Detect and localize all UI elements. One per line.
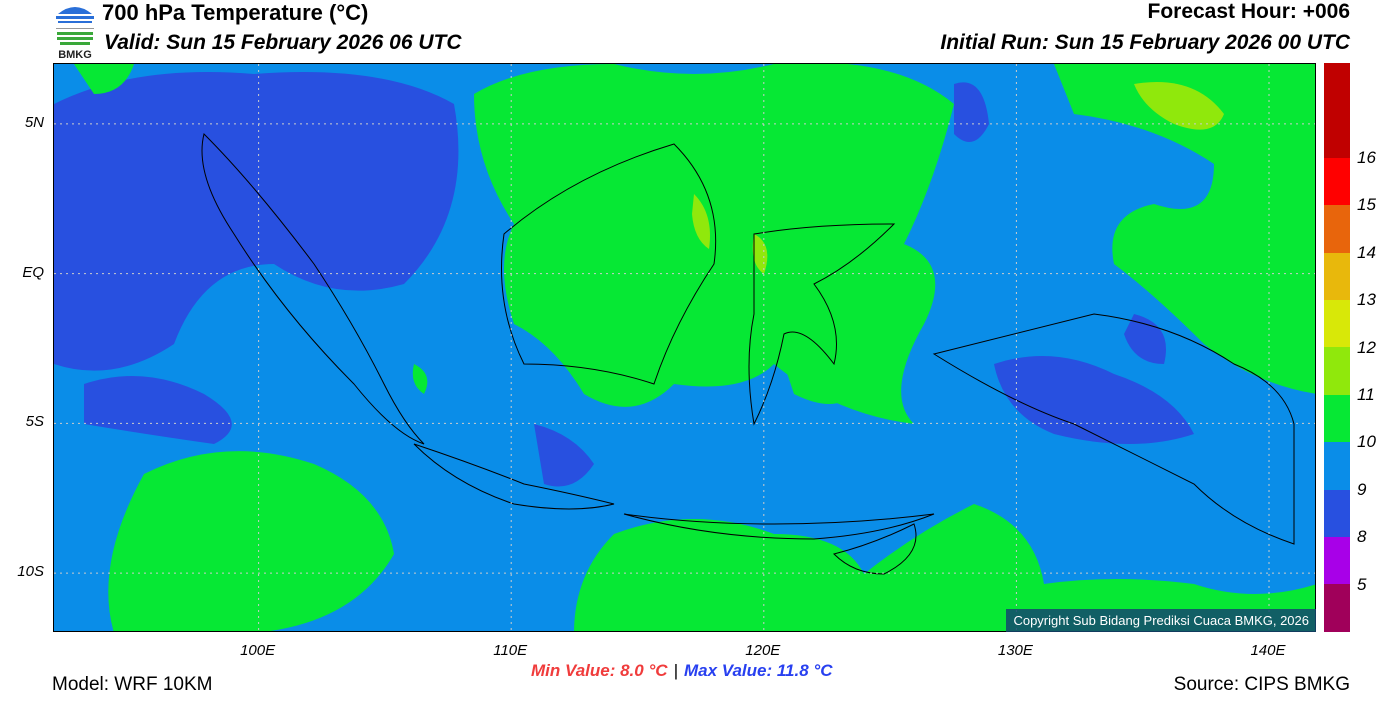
min-value: Min Value: 8.0 °C	[531, 661, 668, 680]
colorbar-swatch	[1324, 347, 1350, 395]
lon-tick-label: 140E	[1250, 642, 1286, 659]
colorbar-swatch	[1324, 584, 1350, 632]
lat-tick-label: 5N	[24, 113, 44, 131]
temperature-map[interactable]	[53, 63, 1316, 632]
colorbar-label: 12	[1357, 337, 1376, 357]
gridlines	[54, 64, 1315, 631]
colorbar-label: 11	[1357, 384, 1375, 404]
colorbar-label: 15	[1357, 195, 1376, 215]
warm-regions	[74, 64, 1315, 631]
lat-tick-label: 10S	[17, 563, 44, 581]
lat-tick-label: 5S	[25, 413, 44, 431]
colorbar-swatch	[1324, 252, 1350, 301]
model-label: Model: WRF 10KM	[52, 674, 213, 695]
colorbar-label: 13	[1357, 290, 1376, 310]
svg-text:BMKG: BMKG	[58, 49, 92, 60]
valid-time: Valid: Sun 15 February 2026 06 UTC	[104, 31, 462, 54]
source-label: Source: CIPS BMKG	[1173, 674, 1350, 695]
bmkg-logo: BMKG	[52, 2, 98, 61]
max-value: Max Value: 11.8 °C	[683, 661, 833, 680]
colorbar-label: 16	[1357, 147, 1376, 167]
lon-tick-label: 130E	[997, 642, 1033, 659]
lat-tick-label: EQ	[22, 263, 44, 281]
colorbar-swatch	[1324, 489, 1350, 538]
colorbar-swatch	[1324, 442, 1350, 490]
colorbar-swatch	[1324, 157, 1350, 206]
colorbar-label: 8	[1357, 527, 1367, 547]
colorbar-label: 10	[1357, 432, 1376, 452]
colorbar-swatch	[1324, 63, 1350, 158]
coastlines	[201, 133, 1295, 575]
colorbar-label: 9	[1357, 479, 1367, 499]
lon-tick-label: 110E	[493, 642, 528, 659]
colorbar	[1324, 63, 1350, 632]
lon-tick-label: 120E	[745, 642, 781, 659]
colorbar-label: 5	[1357, 574, 1367, 594]
chart-title: 700 hPa Temperature (°C)	[102, 0, 369, 25]
lon-tick-label: 100E	[240, 642, 276, 659]
temperature-field	[54, 64, 1315, 631]
colorbar-swatch	[1324, 205, 1350, 253]
separator: |	[673, 661, 678, 680]
colorbar-swatch	[1324, 394, 1350, 443]
forecast-hour: Forecast Hour: +006	[1147, 0, 1351, 23]
colorbar-swatch	[1324, 537, 1350, 585]
min-max-values: Min Value: 8.0 °C | Max Value: 11.8 °C	[531, 661, 832, 681]
cold-regions	[54, 72, 1194, 487]
colorbar-label: 14	[1357, 242, 1376, 262]
copyright-notice: Copyright Sub Bidang Prediksi Cuaca BMKG…	[1006, 609, 1316, 632]
colorbar-swatch	[1324, 300, 1350, 348]
initial-run: Initial Run: Sun 15 February 2026 00 UTC	[940, 31, 1350, 54]
